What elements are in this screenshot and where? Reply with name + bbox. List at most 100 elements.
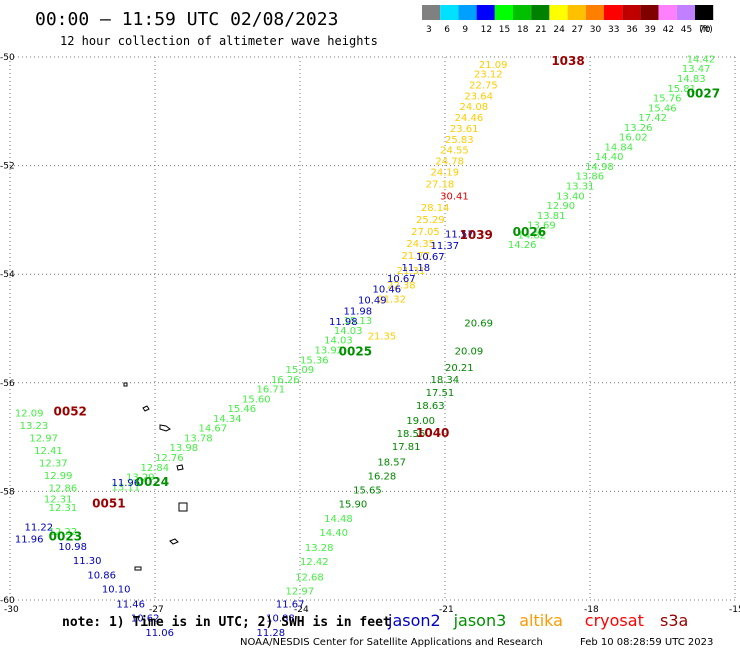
data-label-jason3-1040: 15.90 [339,500,368,511]
data-label-jason2: 11.96 [112,478,141,489]
data-label-jason3: 14.82 [518,230,547,241]
data-label-jason3-lower: 13.28 [305,543,334,554]
data-label-jason3: 12.31 [49,503,78,514]
data-label-jason2: 11.57 [445,229,474,240]
data-label-jason3-lower: 12.97 [286,587,315,598]
data-label-jason2: 10.86 [87,570,116,581]
data-label-jason3: 13.69 [527,221,556,232]
data-label-jason3-lower: 12.68 [295,572,324,583]
data-label-jason3: 12.90 [547,201,576,212]
data-label-jason2: 11.30 [73,556,102,567]
data-label-jason2: 10.46 [373,285,402,296]
data-label-jason2: 10.88 [266,614,295,625]
legend-altika: altika [519,611,563,630]
data-label-altika: 21.31 [397,266,426,277]
data-label-cryosat: 30.41 [440,191,469,202]
data-label-altika: 23.61 [450,124,479,135]
colorbar-label: 30 [590,25,602,35]
pass-id-label: 0023 [49,529,82,543]
data-label-jason3: 12.97 [29,433,58,444]
data-label-jason3: 15.46 [648,103,677,114]
data-label-jason2: 11.28 [257,628,286,639]
data-label-jason3: 13.40 [556,191,585,202]
data-label-jason2: 10.98 [58,542,87,553]
pass-id-label: 0024 [136,475,169,489]
data-label-jason3: 13.29 [126,473,155,484]
colorbar-swatch [658,5,677,20]
coastline-islands [123,382,188,571]
data-label-jason3: 12.31 [44,494,73,505]
x-tick-label: -21 [439,605,454,615]
y-tick-label: -56 [0,379,15,389]
data-label-jason3: 15.46 [228,404,257,415]
data-label-jason3-1040: 18.56 [397,429,426,440]
data-label-altika: 27.05 [411,227,440,238]
colorbar-swatch [567,5,586,20]
colorbar-swatch [440,5,459,20]
colorbar: 3 6 9 12 15 18 21 24 27 30 33 36 39 42 45 70(ft) [422,5,714,35]
data-label-altika: 24.35 [406,239,435,250]
colorbar-swatch [458,5,477,20]
legend-cryosat: cryosat [585,611,644,630]
data-label-jason3: 15.76 [653,94,682,105]
colorbar-label: 12 [481,25,492,35]
data-label-altika: 25.29 [416,215,445,226]
data-label-jason3-1040: 17.51 [426,388,455,399]
data-label-jason2: 10.49 [358,296,387,307]
colorbar-label: 33 [608,25,619,35]
pass-id-label: 0051 [92,497,125,511]
legend-jason3: jason3 [453,611,507,630]
chart-subtitle: 12 hour collection of altimeter wave hei… [60,34,378,48]
data-label-jason3: 14.03 [324,336,353,347]
colorbar-label: 21 [535,25,546,35]
colorbar-swatch [549,5,568,20]
y-tick-label: -58 [0,487,15,497]
data-label-jason3-lower: 14.40 [319,528,348,539]
colorbar-swatch [695,5,714,20]
data-label-jason3-1040: 17.81 [392,442,421,453]
data-label-jason3: 12.86 [49,483,78,494]
data-label-jason2: 11.18 [402,263,431,274]
data-label-altika: 23.64 [464,91,493,102]
data-label-jason3-1040: 20.09 [455,347,484,358]
data-label-jason3: 14.34 [213,414,242,425]
data-label-jason3: 15.09 [286,365,315,376]
data-label-jason3: 13.98 [170,443,199,454]
colorbar-label: 45 [681,25,692,35]
legend-s3a: s3a [660,611,688,630]
colorbar-swatch [531,5,550,20]
data-label-jason3: 13.26 [624,123,653,134]
y-tick-label: -50 [0,53,15,63]
data-label-jason3: 12.22 [49,527,78,538]
island-3 [159,424,171,432]
y-tick-label: -54 [0,270,15,280]
data-label-jason2: 11.98 [329,317,358,328]
colorbar-swatch [513,5,532,20]
data-points: 14.4213.4714.8315.8115.7615.4617.4213.26… [15,54,715,638]
colorbar-swatch [676,5,695,20]
colorbar-unit: (ft) [699,25,713,35]
x-tick-label: -18 [584,605,599,615]
data-label-jason3: 15.60 [242,394,271,405]
pass-id-label: 0027 [687,87,720,101]
data-label-jason2: 10.67 [416,252,445,263]
data-label-jason3: 12.37 [39,458,68,469]
data-label-jason3: 13.92 [315,345,344,356]
colorbar-label: 6 [444,25,450,35]
data-label-altika: 21.32 [377,294,406,305]
credit-line: NOAA/NESDIS Center for Satellite Applica… [240,637,543,648]
data-label-jason3: 14.67 [199,424,228,435]
island-2 [142,405,150,412]
data-label-altika: 22.75 [469,80,498,91]
colorbar-swatch [640,5,659,20]
data-label-jason3: 16.71 [257,385,286,396]
data-label-altika: 24.78 [435,157,464,168]
colorbar-label: 27 [572,25,583,35]
data-label-jason3: 14.98 [585,162,614,173]
data-label-jason2: 11.67 [276,600,305,611]
colorbar-label: 42 [663,25,674,35]
legend-jason2: jason2 [387,611,441,630]
data-label-jason2: 11.37 [431,241,460,252]
y-tick-label: -52 [0,162,15,172]
data-label-jason3: 14.42 [687,54,716,65]
